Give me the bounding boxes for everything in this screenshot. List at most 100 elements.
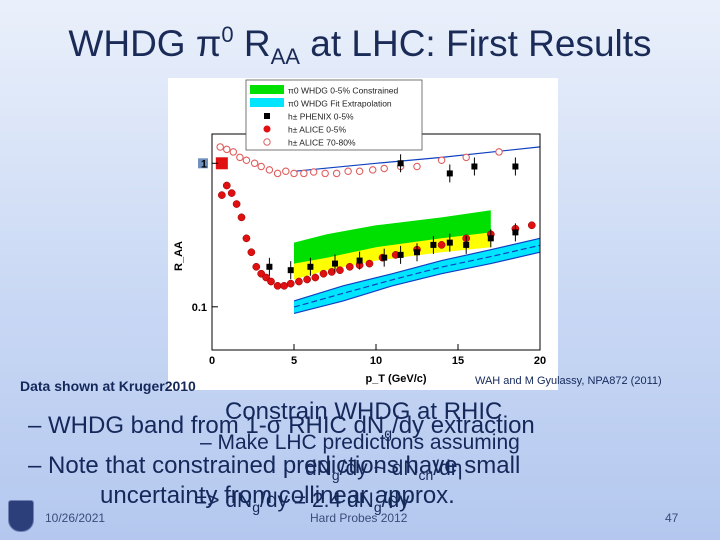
slide-title: WHDG π0 RAA at LHC: First Results <box>68 22 652 69</box>
data-point-alice-central <box>252 262 261 271</box>
data-point-alice-central <box>319 269 328 278</box>
overlay-dng-scaling: => dNg/dy = 2.4 dNg/dy <box>195 489 410 515</box>
x-tick-label: 15 <box>452 355 464 367</box>
data-point-alice-peripheral <box>257 162 265 171</box>
data-point-alice-peripheral <box>321 169 329 178</box>
data-point-alice-central <box>286 279 295 288</box>
data-point-alice-peripheral <box>309 168 318 176</box>
data-point-alice-central <box>232 200 241 208</box>
data-point-alice-central <box>336 266 344 275</box>
data-point-alice-central <box>327 268 336 276</box>
x-tick-label: 0 <box>209 355 215 367</box>
theory-curve-peripheral <box>293 146 541 172</box>
data-point-alice-peripheral <box>229 148 238 156</box>
legend-swatch <box>263 125 271 133</box>
data-point-phenix <box>512 229 519 236</box>
overlay-dng-dnch: dNg/dy ~ dNch/dη <box>305 457 463 483</box>
data-point-phenix <box>397 251 404 258</box>
data-point-phenix <box>430 241 437 248</box>
data-point-alice-peripheral <box>290 169 298 178</box>
data-point-alice-peripheral <box>368 166 377 174</box>
page-number: 47 <box>665 511 679 525</box>
bullet-whdg-band: – WHDG band from 1-σ RHIC dNg/dy extract… <box>28 412 535 441</box>
data-point-alice-central <box>345 262 354 271</box>
data-point-phenix <box>446 170 453 177</box>
data-point-alice-central <box>222 181 231 190</box>
bullet-note: – Note that constrained predictions have… <box>28 452 521 479</box>
footer-date: 10/26/2021 <box>45 511 106 525</box>
data-point-phenix <box>356 257 363 264</box>
data-point-phenix <box>397 160 404 167</box>
data-point-alice-central <box>227 189 236 197</box>
bullet-uncertainty: uncertainty from collinear approx. <box>100 482 455 509</box>
y-axis-label: R_AA <box>173 241 185 271</box>
theory-curve <box>293 237 541 302</box>
data-point-alice-peripheral <box>300 169 308 178</box>
data-point-phenix <box>471 163 478 170</box>
legend-label: h± ALICE 0-5% <box>288 125 346 135</box>
legend-swatch <box>250 85 284 94</box>
data-point-phenix <box>414 249 420 256</box>
data-point-phenix <box>307 263 314 270</box>
y-tick-label: 1 <box>201 158 207 170</box>
legend-label: π0 WHDG Fit Extrapolation <box>288 99 392 109</box>
data-point-alice-central <box>267 277 275 286</box>
band-cyan <box>294 238 540 314</box>
data-point-phenix <box>332 260 338 267</box>
data-point-alice-central <box>303 275 311 284</box>
data-caption: Data shown at Kruger2010 <box>20 378 196 394</box>
data-point-alice-peripheral <box>250 159 259 168</box>
overlay-constrain: Constrain WHDG at RHIC <box>225 398 503 425</box>
raa-chart: 0 5 10 15 20 0.1 1 p_T (GeV/c) R_AA π0 WHDG 0-5%… <box>168 78 558 395</box>
y-tick-label: 0.1 <box>192 302 207 314</box>
data-point-phenix <box>381 254 388 261</box>
data-point-alice-peripheral <box>332 169 341 178</box>
data-point-alice-central <box>437 241 446 249</box>
data-point-phenix <box>287 267 294 274</box>
data-point-phenix <box>512 163 519 170</box>
normalization-box <box>215 157 228 170</box>
data-point-alice-central <box>280 281 289 290</box>
theory-curve <box>293 251 541 314</box>
data-point-alice-peripheral <box>380 164 388 173</box>
reference-caption: WAH and M Gyulassy, NPA872 (2011) <box>475 375 662 387</box>
data-point-alice-peripheral <box>437 156 446 165</box>
data-point-alice-peripheral <box>462 153 470 162</box>
x-tick-label: 20 <box>534 355 546 367</box>
data-point-phenix <box>463 241 470 248</box>
data-point-alice-peripheral <box>344 167 352 176</box>
x-axis-label: p_T (GeV/c) <box>365 373 426 385</box>
data-point-alice-central <box>242 234 251 243</box>
data-point-alice-peripheral <box>355 167 364 176</box>
university-logo-icon <box>8 500 34 532</box>
legend-swatch <box>263 138 271 146</box>
data-point-alice-central <box>311 273 320 282</box>
legend-swatch <box>264 113 270 119</box>
data-point-alice-peripheral <box>495 148 503 156</box>
data-point-alice-central <box>247 248 256 257</box>
data-point-phenix <box>446 239 453 246</box>
data-point-alice-central <box>527 221 536 230</box>
data-point-alice-central <box>237 213 246 222</box>
legend-label: h± PHENIX 0-5% <box>288 112 354 122</box>
data-point-alice-central <box>217 191 226 199</box>
data-point-alice-peripheral <box>413 162 421 171</box>
footer-center: Hard Probes 2012 <box>310 511 408 525</box>
data-point-alice-peripheral <box>282 167 290 176</box>
x-tick-label: 10 <box>370 355 382 367</box>
overlay-make-lhc: – Make LHC predictions assuming <box>200 431 520 454</box>
data-point-phenix <box>266 263 273 270</box>
normalization-box <box>198 158 208 169</box>
data-point-alice-peripheral <box>223 145 231 154</box>
data-point-alice-peripheral <box>242 156 251 165</box>
data-point-alice-central <box>365 259 374 268</box>
data-point-alice-peripheral <box>265 166 274 174</box>
data-point-alice-peripheral <box>216 143 224 151</box>
data-point-phenix <box>487 235 494 242</box>
band-green <box>294 210 491 264</box>
data-point-alice-peripheral <box>236 153 244 162</box>
x-tick-label: 5 <box>291 355 297 367</box>
legend-label: π0 WHDG 0-5% Constrained <box>288 86 399 96</box>
theory-curve <box>293 244 541 308</box>
legend-label: h± ALICE 70-80% <box>288 138 356 148</box>
